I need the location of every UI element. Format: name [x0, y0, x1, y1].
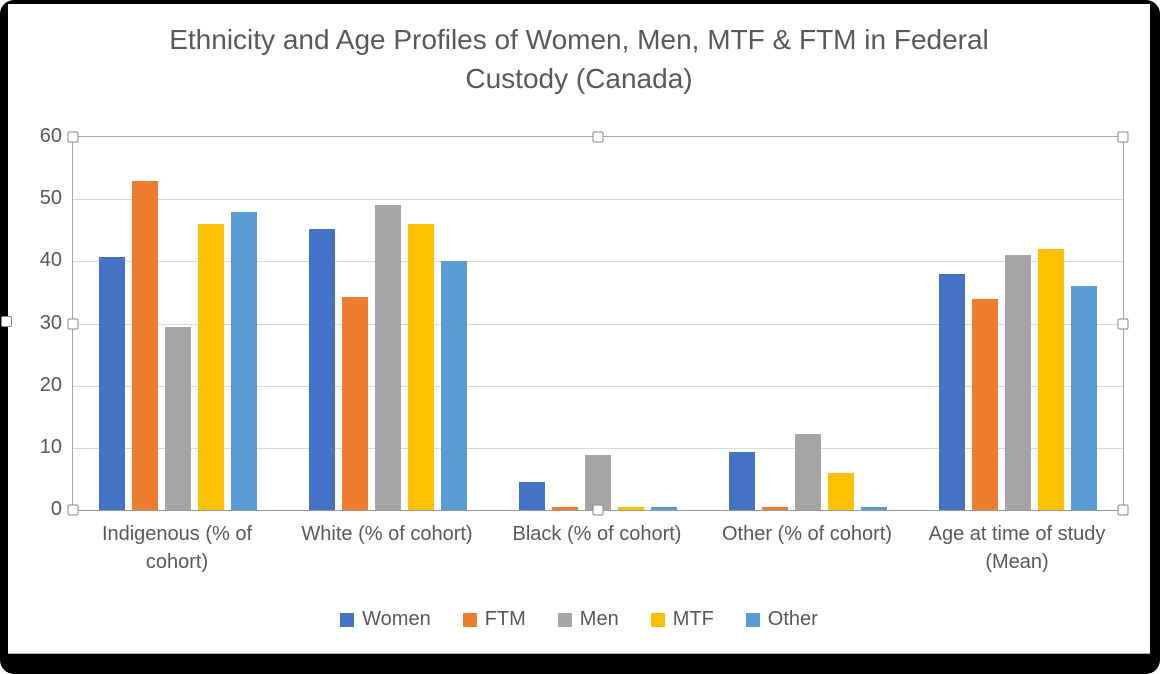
- bar-women[interactable]: [519, 482, 545, 510]
- bar-ftm[interactable]: [552, 507, 578, 510]
- x-axis-category-label: Age at time of study (Mean): [928, 523, 1106, 573]
- x-axis-category-label: White (% of cohort): [301, 523, 473, 545]
- plot-selection-handle[interactable]: [592, 131, 604, 143]
- legend-item-mtf[interactable]: MTF: [650, 608, 714, 631]
- bar-group: [913, 137, 1123, 510]
- chart-title[interactable]: Ethnicity and Age Profiles of Women, Men…: [169, 24, 989, 94]
- x-axis-category-label: Other (% of cohort): [721, 523, 893, 545]
- legend[interactable]: Women FTM Men MTF Other: [8, 608, 1150, 631]
- plot-selection-handle[interactable]: [1117, 318, 1129, 329]
- plot-area[interactable]: [67, 131, 1129, 516]
- gridline: [73, 323, 1123, 325]
- plot-selection-handle[interactable]: [1117, 504, 1129, 516]
- legend-swatch-ftm: [462, 612, 477, 627]
- gridline: [73, 385, 1123, 387]
- bar-other[interactable]: [651, 507, 677, 510]
- bar-men[interactable]: [795, 434, 821, 510]
- bar-women[interactable]: [729, 452, 755, 510]
- y-axis-tick-label: 60: [39, 125, 62, 147]
- legend-label: Other: [767, 608, 818, 630]
- legend-swatch-mtf: [650, 612, 665, 627]
- legend-label: MTF: [672, 608, 714, 630]
- bar-ftm[interactable]: [342, 297, 368, 510]
- y-axis-tick-label: 10: [39, 435, 62, 458]
- legend-label: Men: [579, 608, 619, 630]
- bar-other[interactable]: [231, 212, 257, 510]
- gridline: [73, 261, 1123, 263]
- bar-group: [283, 137, 493, 510]
- bar-other[interactable]: [1071, 286, 1097, 510]
- bar-women[interactable]: [309, 229, 335, 510]
- x-axis-category-label: Indigenous (% of cohort): [101, 523, 253, 573]
- plot-selection-handle[interactable]: [1117, 131, 1129, 143]
- plot-selection-handle[interactable]: [67, 318, 79, 329]
- chart-canvas[interactable]: Ethnicity and Age Profiles of Women, Men…: [1, 4, 1150, 654]
- x-axis-category-label: Black (% of cohort): [512, 523, 682, 545]
- bar-women[interactable]: [99, 257, 125, 510]
- bar-men[interactable]: [375, 205, 401, 510]
- bar-mtf[interactable]: [618, 507, 644, 510]
- bar-group: [703, 137, 913, 510]
- plot-selection-handle[interactable]: [67, 131, 79, 143]
- bar-women[interactable]: [939, 274, 965, 510]
- legend-swatch-other: [745, 612, 760, 627]
- bar-group: [73, 137, 283, 510]
- bar-group: [493, 137, 703, 510]
- gridline: [73, 199, 1123, 201]
- y-axis[interactable]: 0 10 20 30 40 50 60: [8, 125, 62, 520]
- legend-swatch-men: [557, 612, 572, 627]
- legend-label: FTM: [484, 608, 526, 630]
- legend-label: Women: [362, 608, 431, 630]
- y-axis-tick-label: 40: [39, 249, 62, 272]
- bar-ftm[interactable]: [762, 507, 788, 510]
- bar-mtf[interactable]: [1038, 249, 1064, 510]
- y-axis-tick-label: 20: [39, 373, 62, 396]
- bar-ftm[interactable]: [972, 299, 998, 510]
- bar-men[interactable]: [585, 455, 611, 510]
- y-axis-tick-label: 30: [39, 311, 62, 334]
- bar-mtf[interactable]: [828, 473, 854, 510]
- bar-ftm[interactable]: [132, 181, 158, 510]
- legend-item-women[interactable]: Women: [340, 608, 431, 631]
- y-axis-tick-label: 50: [39, 187, 62, 210]
- chart-frame-selection-handle-left[interactable]: [1, 316, 12, 327]
- y-axis-tick-label: 0: [50, 498, 62, 520]
- bar-men[interactable]: [1005, 255, 1031, 510]
- bar-mtf[interactable]: [408, 224, 434, 510]
- legend-item-other[interactable]: Other: [745, 608, 818, 631]
- legend-swatch-women: [340, 612, 355, 627]
- legend-item-ftm[interactable]: FTM: [462, 608, 526, 631]
- bar-men[interactable]: [165, 327, 191, 510]
- plot-selection-handle[interactable]: [67, 504, 79, 516]
- bar-other[interactable]: [441, 261, 467, 510]
- bar-other[interactable]: [861, 507, 887, 510]
- bar-mtf[interactable]: [198, 224, 224, 510]
- gridline: [73, 447, 1123, 449]
- legend-item-men[interactable]: Men: [557, 608, 619, 631]
- plot-selection-handle[interactable]: [592, 504, 604, 516]
